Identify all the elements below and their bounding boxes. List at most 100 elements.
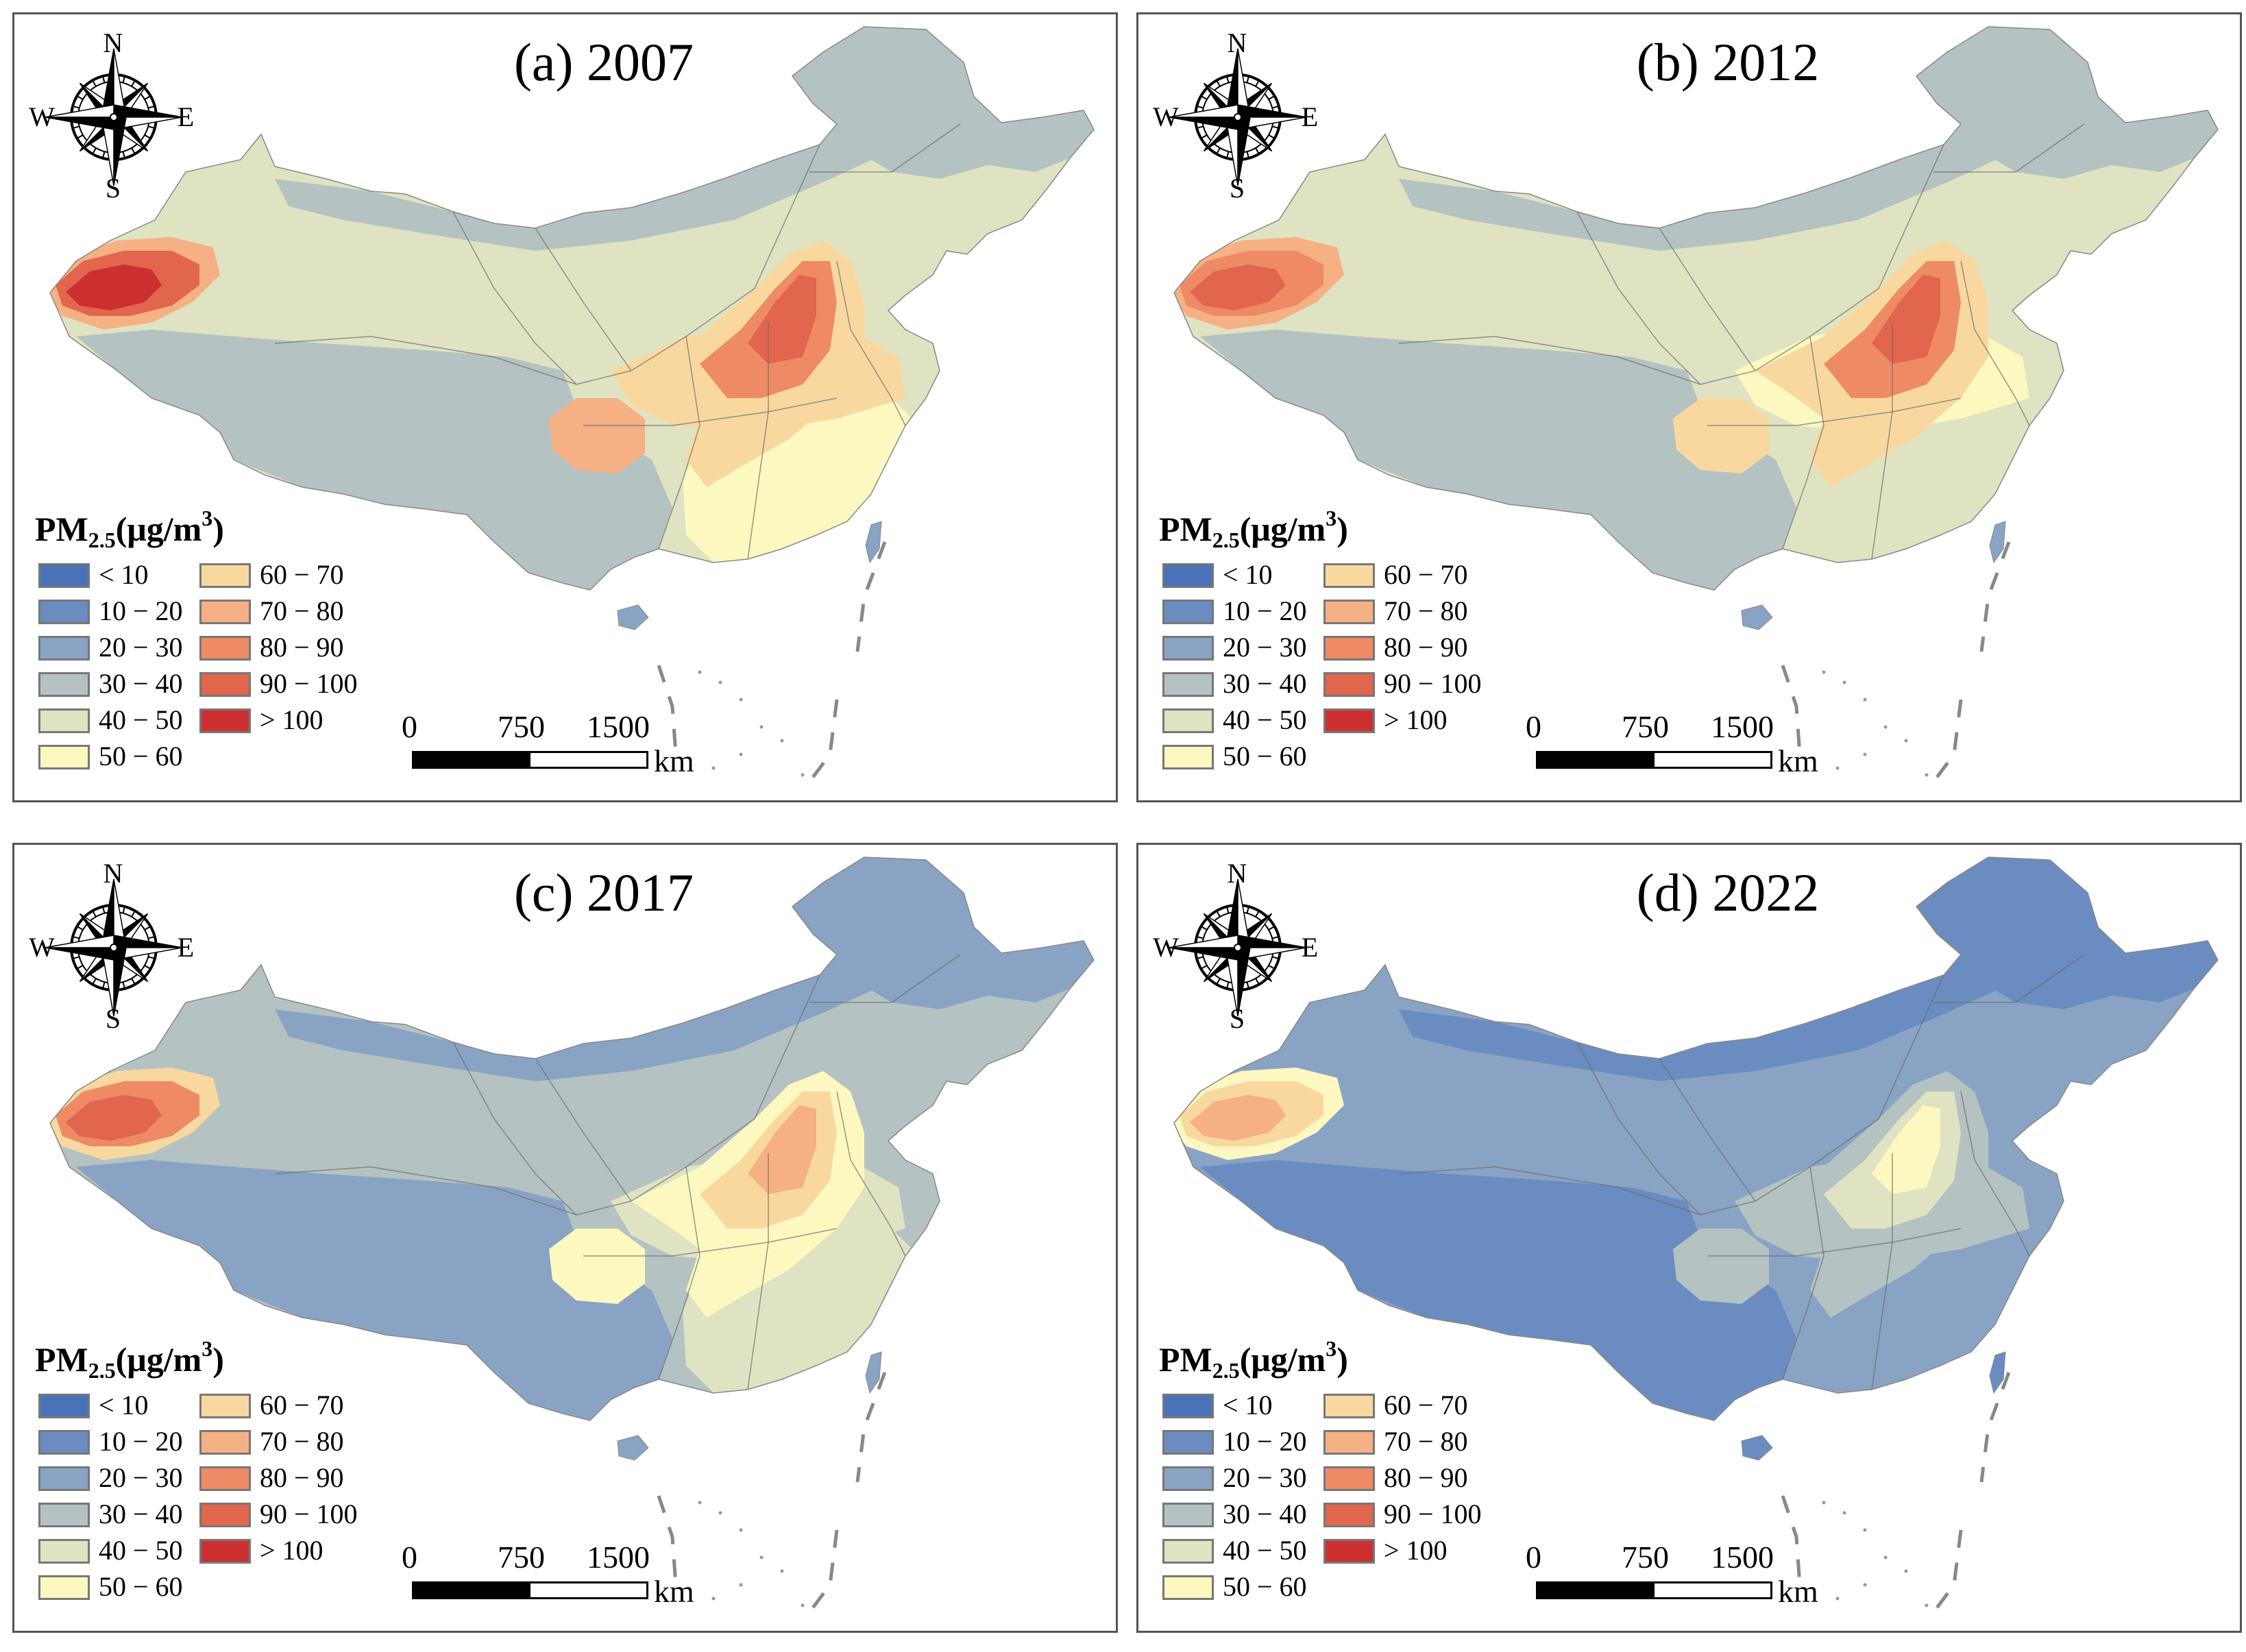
small-island [1883,725,1888,729]
legend-title: PM2.5(μg/m3) [1159,497,1348,560]
small-island [739,698,743,702]
region-tibet-plateau [1200,330,1707,549]
legend-label: 50 − 60 [1223,741,1307,772]
province-border [631,974,820,1202]
region-north-china-plain-core [748,275,816,364]
legend-swatch [199,600,251,624]
province-border [1659,227,1756,371]
legend-swatch [38,745,90,769]
small-island [1925,773,1929,777]
legend-label: 20 − 30 [1223,1462,1307,1493]
legend-label: < 10 [1223,559,1273,590]
map-panel-2017: (c) 2017 N S W E PM2.5(μg/m3) < 10 10 − 20 20… [12,843,1118,1633]
legend-swatch [1323,672,1375,697]
province-border [809,123,961,173]
legend-label: 60 − 70 [260,559,344,590]
legend-label: < 10 [99,559,149,590]
legend-label: 20 − 30 [1223,632,1307,663]
scale-tick-label: 0 [1526,709,1541,744]
province-border [1755,974,1944,1202]
small-island [759,725,764,729]
region-north [1399,27,2088,251]
small-island [739,1528,743,1532]
small-island [1904,739,1908,743]
china-pm25-map [49,26,1095,783]
island-taiwan [1989,521,2006,564]
island-taiwan [865,521,882,564]
scale-bar: 0 750 1500 km [381,709,694,778]
scale-bar-black-segment [414,753,530,767]
legend-label: < 10 [1223,1390,1273,1420]
province-border [274,1166,632,1216]
legend-label: 80 − 90 [260,632,344,663]
legend-swatch [1323,600,1375,624]
small-island [1822,1501,1826,1505]
legend-swatch [199,1394,251,1418]
compass-north-label: N [1227,27,1247,58]
map-panel-2022: (d) 2022 N S W E PM2.5(μg/m3) < 10 10 − 20 20… [1136,843,2242,1633]
legend-swatch [1162,745,1214,769]
legend-swatch [38,1539,90,1564]
small-island [1842,1511,1846,1515]
legend-label: 10 − 20 [99,1426,183,1457]
island-taiwan [1989,1351,2006,1394]
province-border [658,336,700,550]
legend-label: 80 − 90 [260,1462,344,1493]
small-island [1835,766,1840,770]
south-sea-boundary [657,1372,887,1614]
map-panel-2007: (a) 2007 N S W E PM2.5(μg/m3) < 10 10 − 20 20… [12,12,1118,802]
legend-title-pm: PM [1159,510,1212,548]
region-tibet-plateau [76,330,583,549]
province-border [583,397,838,426]
region-tarim-core [1190,1095,1286,1141]
scale-unit-label: km [1778,1574,1818,1609]
legend-title-subscript: 2.5 [88,528,116,552]
region-tibet-plateau [76,1160,583,1379]
compass-rose-icon [45,878,183,1017]
small-island [759,1555,764,1559]
north-arrow-compass: N S W E [28,859,199,1034]
small-island [801,773,805,777]
region-southwest [1618,1256,1796,1420]
legend-swatch [1162,1575,1214,1600]
small-island [739,752,743,756]
legend-title-pm: PM [35,510,88,548]
legend-swatch [38,1430,90,1455]
province-border [1659,1058,1756,1202]
map-panel-2012: (b) 2012 N S W E PM2.5(μg/m3) < 10 10 − 20 20… [1136,12,2242,802]
province-border [1933,123,2085,173]
scale-bar-black-segment [1538,753,1655,767]
national-outline [1173,26,2219,591]
legend-label: 70 − 80 [260,1426,344,1457]
scale-bar-graphic [1536,751,1772,769]
region-tarim-core [66,1095,162,1141]
region-north [275,857,964,1081]
legend-label: 90 − 100 [260,1499,358,1529]
region-tarim-core [66,264,162,310]
legend-swatch [1323,636,1375,661]
scale-bar: 0 750 1500 km [1505,709,1818,778]
compass-rose-icon [1169,878,1307,1017]
small-island [1842,680,1846,685]
province-border [1755,144,1944,371]
scale-tick-label: 1500 [1711,1540,1774,1575]
compass-east-label: E [177,932,195,963]
legend-title-pm: PM [35,1340,88,1379]
legend-title-superscript: 3 [202,506,213,530]
legend-swatch [1162,1394,1214,1418]
compass-south-label: S [105,1003,121,1034]
scale-bar-black-segment [1538,1583,1655,1597]
island-hainan [617,1435,649,1461]
province-border [452,1041,577,1216]
small-island [711,1596,716,1601]
legend-label: 50 − 60 [99,741,183,772]
region-north-china-plain-core [1872,1105,1940,1194]
small-island [780,739,784,743]
province-border [1576,211,1701,385]
south-sea-boundary [657,541,887,783]
region-northeast [792,857,1094,1009]
scale-tick-label: 750 [498,709,545,744]
legend-swatch [1162,1430,1214,1455]
legend-swatch [1323,1503,1375,1527]
legend-title-superscript: 3 [1326,506,1337,530]
